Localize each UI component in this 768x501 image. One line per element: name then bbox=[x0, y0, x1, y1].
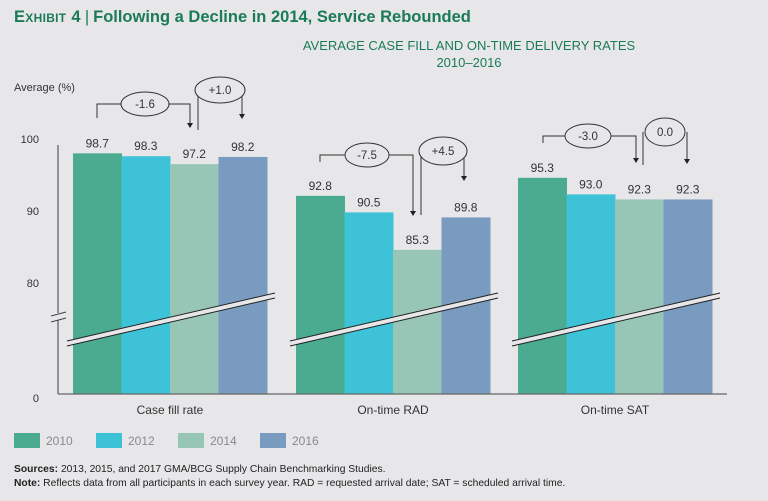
bar bbox=[296, 195, 345, 394]
bar bbox=[218, 156, 268, 394]
bar bbox=[73, 153, 122, 394]
data-label: 90.5 bbox=[357, 195, 381, 209]
arrow-head-icon bbox=[239, 114, 245, 119]
annotation-label: 0.0 bbox=[657, 127, 673, 139]
arrow-head-icon bbox=[461, 176, 467, 181]
data-label: 85.3 bbox=[406, 233, 430, 247]
annotation-bubble bbox=[418, 136, 468, 166]
data-label: 92.8 bbox=[309, 179, 333, 193]
axis-break-line bbox=[511, 297, 721, 347]
annotation-label: +1.0 bbox=[209, 85, 232, 97]
y-tick-label: 0 bbox=[33, 393, 39, 405]
legend: 2010 2012 2014 2016 bbox=[14, 433, 342, 448]
category-label: Case fill rate bbox=[137, 403, 204, 417]
legend-swatch bbox=[96, 433, 122, 448]
legend-label: 2012 bbox=[128, 433, 155, 448]
bar bbox=[170, 164, 219, 394]
arrow-head-icon bbox=[684, 159, 690, 164]
sources-text: 2013, 2015, and 2017 GMA/BCG Supply Chai… bbox=[58, 464, 386, 475]
y-axis-break-mark bbox=[50, 311, 67, 317]
change-annotation: +1.0 bbox=[194, 76, 246, 130]
annotation-label: +4.5 bbox=[432, 146, 455, 158]
annotation-bubble bbox=[644, 117, 686, 147]
change-annotation: 0.0 bbox=[642, 117, 690, 165]
data-label: 92.3 bbox=[676, 182, 700, 196]
annotation-connector bbox=[319, 154, 414, 211]
data-label: 89.8 bbox=[454, 200, 478, 214]
axis-break-line bbox=[289, 292, 499, 342]
axis-break-line bbox=[289, 297, 499, 347]
sources-line: Sources: 2013, 2015, and 2017 GMA/BCG Su… bbox=[14, 463, 565, 477]
arrow-head-icon bbox=[187, 123, 193, 128]
change-annotation: -7.5 bbox=[319, 142, 416, 216]
legend-swatch bbox=[178, 433, 204, 448]
legend-swatch bbox=[260, 433, 286, 448]
legend-item: 2012 bbox=[96, 433, 178, 448]
chart-title: AVERAGE CASE FILL AND ON-TIME DELIVERY R… bbox=[302, 38, 636, 53]
change-annotation: +4.5 bbox=[418, 136, 468, 215]
bar bbox=[393, 249, 442, 394]
data-label: 92.3 bbox=[628, 182, 652, 196]
category-label: On-time RAD bbox=[357, 403, 429, 417]
footnotes: Sources: 2013, 2015, and 2017 GMA/BCG Su… bbox=[14, 463, 565, 490]
y-tick-label: 80 bbox=[27, 278, 39, 290]
title-separator: | bbox=[84, 8, 90, 26]
bar bbox=[518, 177, 567, 394]
category-label: On-time SAT bbox=[581, 403, 650, 417]
annotation-label: -3.0 bbox=[578, 131, 598, 143]
data-label: 95.3 bbox=[531, 161, 555, 175]
legend-item: 2010 bbox=[14, 433, 96, 448]
annotation-bubble bbox=[120, 91, 170, 117]
note-line: Note: Reflects data from all participant… bbox=[14, 477, 565, 491]
axis-break-band bbox=[512, 293, 720, 346]
exhibit-title: Exhibit 4 | Following a Decline in 2014, S… bbox=[14, 8, 471, 27]
note-label: Note: bbox=[14, 477, 41, 489]
chart-title-block: AVERAGE CASE FILL AND ON-TIME DELIVERY R… bbox=[0, 37, 768, 71]
chart-subtitle: 2010–2016 bbox=[436, 55, 502, 70]
bar bbox=[615, 199, 664, 394]
note-text: Reflects data from all participants in e… bbox=[40, 477, 566, 489]
axis-break-line bbox=[66, 297, 276, 347]
headline: Following a Decline in 2014, Service Reb… bbox=[93, 8, 471, 26]
y-axis-break-gap bbox=[50, 313, 66, 320]
y-tick-label: 90 bbox=[27, 206, 39, 218]
annotation-connector bbox=[96, 103, 191, 123]
annotation-bubble bbox=[564, 123, 612, 149]
data-label: 93.0 bbox=[579, 177, 603, 191]
exhibit-label: Exhibit 4 bbox=[14, 8, 81, 26]
sources-label: Sources: bbox=[14, 464, 59, 475]
axis-break-band bbox=[67, 293, 275, 346]
arrow-head-icon bbox=[633, 158, 639, 163]
legend-swatch bbox=[14, 433, 40, 448]
data-label: 97.2 bbox=[183, 147, 207, 161]
annotation-connector bbox=[642, 132, 688, 165]
y-axis-label: Average (%) bbox=[14, 82, 75, 94]
bar-chart: Average (%) 100 90 80 0 -1.6 +1.0 -7.5 +4.5 -3.… bbox=[14, 76, 727, 417]
annotation-bubble bbox=[344, 142, 390, 168]
y-axis-break-mark bbox=[50, 317, 67, 323]
legend-label: 2014 bbox=[210, 433, 237, 448]
legend-label: 2010 bbox=[46, 433, 73, 448]
legend-item: 2016 bbox=[260, 433, 342, 448]
axis-break-band bbox=[290, 293, 498, 346]
annotation-label: -7.5 bbox=[357, 150, 377, 162]
bar bbox=[566, 194, 616, 394]
change-annotation: -3.0 bbox=[542, 123, 639, 163]
data-label: 98.3 bbox=[134, 139, 158, 153]
axis-break-line bbox=[66, 292, 276, 342]
y-tick-label: 100 bbox=[21, 134, 39, 146]
axis-break-line bbox=[511, 292, 721, 342]
bar bbox=[121, 156, 171, 394]
legend-label: 2016 bbox=[292, 433, 319, 448]
annotation-label: -1.6 bbox=[135, 99, 155, 111]
annotation-bubble bbox=[194, 76, 246, 104]
arrow-head-icon bbox=[410, 211, 416, 216]
legend-item: 2014 bbox=[178, 433, 260, 448]
data-label: 98.2 bbox=[231, 140, 255, 154]
bar bbox=[344, 212, 394, 394]
annotation-connector bbox=[542, 135, 637, 158]
data-label: 98.7 bbox=[86, 136, 110, 150]
change-annotation: -1.6 bbox=[96, 91, 193, 128]
